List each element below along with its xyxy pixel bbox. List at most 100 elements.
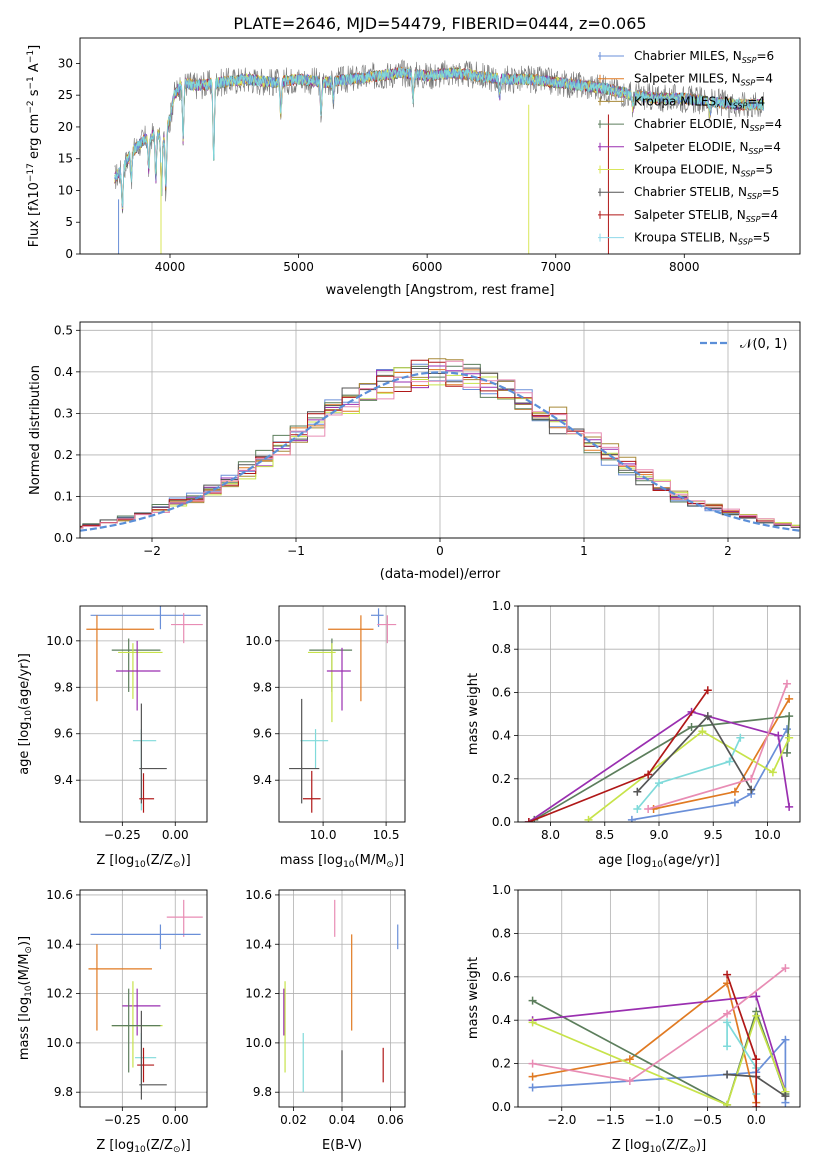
y-tick-label: 0.5 xyxy=(54,323,73,337)
x-axis-label-part: ⊙ xyxy=(173,860,181,870)
x-tick-label: 0.00 xyxy=(162,1113,189,1127)
legend-entry: Salpeter ELODIE, NSSP=4 xyxy=(634,140,781,156)
mass-weight-marker xyxy=(782,725,791,734)
x-tick-label: 10.0 xyxy=(310,828,337,842)
x-axis-label-part: )] xyxy=(394,853,404,868)
x-tick-label: 10.5 xyxy=(373,828,400,842)
mass-weight-marker xyxy=(723,1018,732,1027)
legend-entry-part: Kroupa xyxy=(634,231,676,245)
y-tick-label: 10.0 xyxy=(245,634,272,648)
legend-entry-part: SSP xyxy=(738,238,753,247)
legend-entry-part: Chabrier xyxy=(634,117,686,131)
x-tick-label: 0.0 xyxy=(747,1113,766,1127)
legend-entry-part: , N xyxy=(724,72,741,86)
mass-weight-marker xyxy=(752,1103,761,1107)
x-tick-label: −0.25 xyxy=(104,1113,141,1127)
mass-weight-marker xyxy=(703,686,712,695)
legend-entry-part: MILES xyxy=(688,72,724,86)
legend-entry-part: , N xyxy=(730,185,747,199)
y-tick-label: 0.6 xyxy=(492,970,511,984)
x-tick-label: −0.5 xyxy=(693,1113,722,1127)
legend-entry-part: = xyxy=(747,94,757,108)
y-tick-label: 0.4 xyxy=(54,365,73,379)
y-tick-label: 30 xyxy=(58,56,73,70)
x-axis-label: age [log10(age/yr)] xyxy=(598,853,720,870)
y-tick-label: 0.8 xyxy=(492,642,511,656)
legend-entry-part: Kroupa xyxy=(634,94,676,108)
y-tick-label: 20 xyxy=(58,120,73,134)
x-axis-label-part: (Z/Z xyxy=(661,1138,688,1153)
mass-weight-series-line xyxy=(528,689,709,822)
axes-frame xyxy=(79,889,208,1108)
y-axis-label-part: )] xyxy=(17,936,32,946)
y-axis-label-part: −17 xyxy=(26,163,36,182)
legend-entry-part: Salpeter xyxy=(634,208,684,222)
y-tick-label: 0.0 xyxy=(492,815,511,829)
age-vs-mass-panel: 10.0 10.5 9.4 9.6 9.8 10.0 mass [log10(M/M⊙)] xyxy=(245,605,406,870)
axes-frame xyxy=(278,889,406,1108)
y-axis-label-part: ⊙ xyxy=(24,946,34,954)
x-axis-label-part: 10 xyxy=(343,860,355,870)
legend-entry: Salpeter STELIB, NSSP=4 xyxy=(634,208,778,224)
legend-entry-part: 5 xyxy=(765,163,773,177)
legend-entry-part: STELIB xyxy=(689,185,730,199)
x-axis-label: Z [log10(Z/Z⊙)] xyxy=(612,1138,706,1155)
figure-title: PLATE=2646, MJD=54479, FIBERID=0444, z=0… xyxy=(233,14,646,33)
mass-weight-marker xyxy=(782,748,791,757)
legend-entry-part: Salpeter xyxy=(634,140,684,154)
legend-entry-part: SSP xyxy=(741,170,756,179)
y-axis-label: mass weight xyxy=(466,673,481,755)
y-axis-label: mass [log10(M/M⊙)] xyxy=(17,936,34,1060)
x-tick-label: 8.0 xyxy=(541,828,560,842)
x-axis-label-part: 10 xyxy=(650,1145,662,1155)
mass-weight-marker xyxy=(723,1009,732,1018)
legend-entry-part: = xyxy=(763,140,773,154)
plot-area xyxy=(86,606,203,813)
model-spectrum-line xyxy=(114,67,765,207)
x-tick-label: 0 xyxy=(436,544,444,558)
x-axis-label: mass [log10(M/M⊙)] xyxy=(280,853,404,870)
y-tick-label: 0.4 xyxy=(492,729,511,743)
x-tick-label: 2 xyxy=(724,544,732,558)
x-tick-label: −0.25 xyxy=(104,828,141,842)
y-tick-label: 0.3 xyxy=(54,406,73,420)
mass-weight-marker xyxy=(528,1059,537,1068)
y-axis-label-part: A xyxy=(27,63,42,76)
mass-weight-marker xyxy=(774,731,783,740)
legend-entry-part: , N xyxy=(732,140,749,154)
legend-entry-part: 6 xyxy=(767,49,775,63)
y-tick-label: 0.1 xyxy=(54,489,73,503)
legend-entry-part: STELIB xyxy=(680,231,721,245)
mass-weight-series-line xyxy=(528,710,791,822)
legend-entry-part: , N xyxy=(724,163,741,177)
x-axis-label: E(B-V) xyxy=(322,1138,362,1153)
legend-entry: Kroupa MILES, NSSP=4 xyxy=(634,94,765,110)
legend-entry-part: SSP xyxy=(748,147,763,156)
mass-weight-marker xyxy=(528,1083,537,1092)
x-axis-label: (data-model)/error xyxy=(380,567,501,582)
gaussian-curve xyxy=(80,371,800,532)
y-axis-label-part: −1 xyxy=(26,76,36,89)
x-tick-label: 0.00 xyxy=(162,828,189,842)
mass-weight-marker xyxy=(723,970,732,979)
x-tick-label: 4000 xyxy=(155,260,186,274)
axes-frame xyxy=(517,605,801,823)
legend-entry-part: SSP xyxy=(741,79,756,88)
mass-weight-marker xyxy=(725,757,734,766)
mass-weight-marker xyxy=(785,712,794,721)
legend-entry-part: 5 xyxy=(763,231,771,245)
x-axis-label-part: (Z/Z xyxy=(146,853,173,868)
y-tick-label: 5 xyxy=(65,215,73,229)
y-axis-label-part: erg cm xyxy=(27,114,42,163)
plot-area xyxy=(289,608,397,813)
y-tick-label: 10.6 xyxy=(245,888,272,902)
mass-weight-marker xyxy=(752,1011,761,1020)
y-tick-label: 10 xyxy=(58,183,73,197)
mass-weight-marker xyxy=(627,815,636,822)
axes-frame xyxy=(278,605,406,823)
y-axis-label: age [log10(age/yr)] xyxy=(17,653,34,775)
legend-entry-part: SSP xyxy=(750,124,765,133)
y-axis-label-part: (M/M xyxy=(17,954,32,986)
mass-weight-marker xyxy=(785,802,794,811)
